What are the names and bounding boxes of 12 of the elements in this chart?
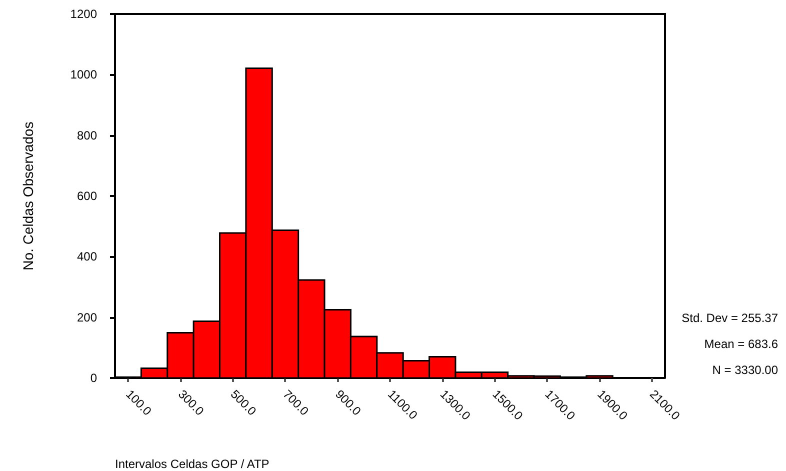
y-tick-label: 200 [76, 310, 98, 324]
y-tick-label: 400 [76, 250, 98, 264]
text: Std. Dev = 255.37 [682, 311, 778, 325]
text: Mean = 683.6 [704, 337, 778, 351]
text: N = 3330.00 [712, 363, 778, 377]
y-tick-label: 0 [90, 371, 98, 385]
y-tick-label: 1200 [70, 7, 98, 21]
y-tick-label: 1000 [70, 68, 98, 82]
y-tick-label: 600 [76, 189, 98, 203]
y-axis-title: No. Celdas Observados [20, 122, 36, 270]
y-tick-label: 800 [76, 128, 98, 142]
x-axis-title: Intervalos Celdas GOP / ATP [115, 457, 270, 471]
